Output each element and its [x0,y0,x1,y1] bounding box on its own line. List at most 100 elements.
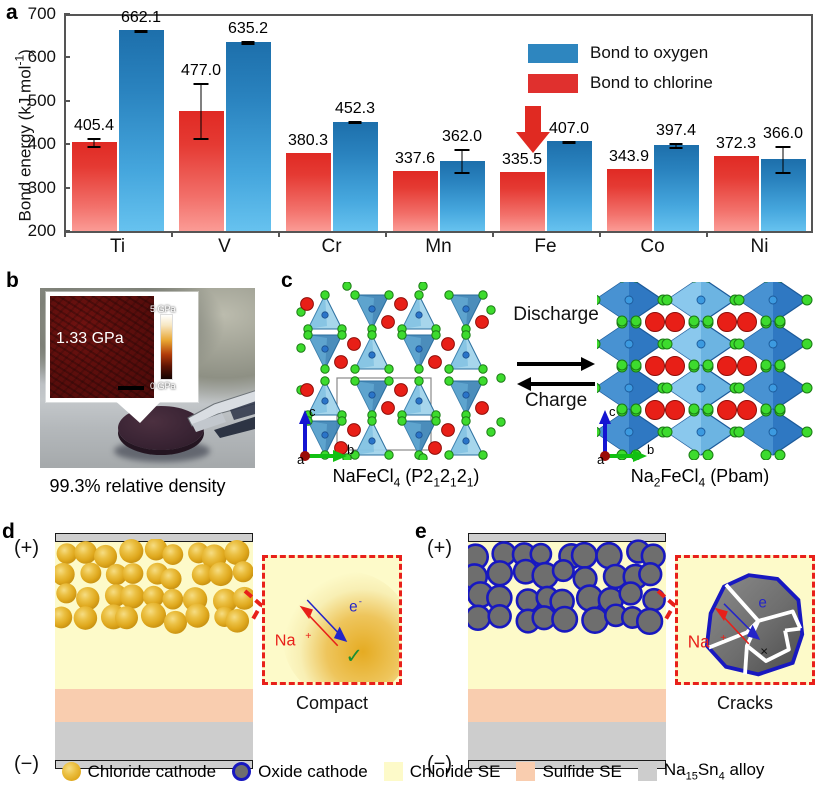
panel-letter-a: a [6,1,18,24]
error-bar-cap [193,83,209,86]
x-tick-mark [278,231,280,237]
y-tick-label: 200 [27,221,56,240]
panel-a-bar-chart: a Bond energy (kJ mol-1) 200 300 400 500 600… [0,0,826,268]
alloy-layer-e [468,722,666,760]
x-tick-label-co: Co [640,236,665,257]
cell-stack-d [55,533,253,769]
y-tick-mark [64,13,70,15]
legend-label-oxide-cathode: Oxide cathode [258,761,368,781]
bar-value-label: 362.0 [441,128,483,146]
chloride-cathode-particles [55,539,253,634]
svg-text:c: c [609,404,616,419]
legend-swatch-alloy [637,761,657,781]
bar-mn-chlorine [392,171,438,231]
caption-nafecl4: NaFeCl4 (P212121) [332,466,480,490]
svg-text:b: b [647,442,654,457]
y-tick-label: 400 [27,134,56,154]
legend-item-chloride-cathode: Chloride cathode [61,762,216,782]
error-bar [461,149,463,172]
alloy-layer-d [55,722,253,760]
pressure-map-image [50,296,154,398]
inset-caption-compact: Compact [295,693,369,713]
x-tick-mark [385,231,387,237]
svg-text:a: a [597,452,605,464]
bar-co-chlorine [606,168,652,231]
y-tick-mark [64,230,70,232]
inset-compact-d: Na + e - ✓ [262,555,402,685]
panel-letter-c: c [281,269,293,292]
bar-cr-oxygen [332,121,378,231]
bar-value-label: 337.6 [394,150,436,168]
x-tick-label-ti: Ti [109,236,126,257]
error-bar [782,146,784,172]
charge-label: Charge [524,390,588,411]
error-bar [675,143,677,148]
y-tick-mark [64,186,70,189]
inset-graphic-d: Na + e - ✓ [265,558,399,682]
current-collector-bottom-e [468,760,666,769]
bar-value-label: 343.9 [608,147,650,165]
y-tick-label: 700 [27,4,56,23]
bar-ti-chlorine [71,141,117,231]
y-tick-label: 300 [27,177,56,197]
current-collector-top-e [468,533,666,542]
bar-value-label: 335.5 [501,151,543,169]
inset-lead-line-e [656,589,677,620]
legend-label-chloride-se: Chloride SE [409,761,501,781]
error-bar-cap [134,29,148,32]
legend-label-alloy: Na15Sn4 alloy [663,760,765,783]
bar-value-label: 477.0 [180,62,222,80]
legend-item-oxygen: Bond to oxygen [528,40,713,66]
bar-value-label: 366.0 [762,125,804,143]
bar-ti-oxygen [118,30,164,231]
error-bar-cap [348,122,362,125]
bar-co-oxygen [653,145,699,231]
legend-item-alloy: Na15Sn4 alloy [637,760,765,783]
legend-item-chloride-se: Chloride SE [383,761,501,782]
y-tick-mark [64,56,70,59]
caption-na2fecl4: Na2FeCl4 (Pbam) [630,466,770,490]
panel-e-oxide-cathode-cell: e (+) (−) [413,515,826,775]
inset-caption-cracks: Cracks [716,693,773,713]
bar-fe-chlorine [499,172,545,231]
figure-legend: Chloride cathode Oxide cathode Chloride SE… [0,750,826,793]
error-bar-cap [134,31,148,34]
bar-value-label: 662.1 [120,8,162,26]
fe-highlight-arrow-icon [516,106,550,153]
panel-letter-b: b [6,269,19,292]
sulfide-se-layer-d [55,689,253,722]
error-bar-cap [454,149,470,152]
error-bar-cap [454,171,470,174]
panel-letter-e: e [415,520,427,543]
panel-b-pellet-photo: b 1.33 GPa 5 GPa 0 GPa 99.3% relative de… [0,268,275,515]
svg-text:Na: Na [688,632,710,652]
error-bar-cap [775,171,791,174]
svg-text:+: + [305,631,311,642]
bar-ni-chlorine [713,156,759,231]
error-bar-cap [241,41,255,44]
panel-d-chloride-cathode-cell: d (+) (−) [0,515,413,775]
y-tick-mark [64,143,70,146]
tweezers-icon [187,390,255,438]
current-collector-bottom-d [55,760,253,769]
x-tick-mark [492,231,494,237]
inset-cracks-e: Na + e × [675,555,815,685]
legend-item-sulfide-se: Sulfide SE [516,762,622,782]
positive-terminal-label-d: (+) [14,537,39,559]
discharge-label: Discharge [513,304,599,325]
axes-indicator-left: c a b [297,404,354,464]
legend-swatch-oxygen [528,43,578,63]
legend-item-chlorine: Bond to chlorine [528,70,713,96]
svg-text:b: b [347,442,354,457]
x-tick-mark [171,231,173,237]
panel-letter-d: d [2,520,15,543]
reaction-arrows-icon [517,357,595,391]
x-tick-label-v: V [218,236,231,257]
error-bar-cap [562,140,576,143]
svg-text:Na: Na [275,632,297,650]
bar-value-label: 405.4 [73,116,115,134]
svg-text:e: e [349,598,357,615]
colorbar-max-label: 5 GPa [150,304,176,314]
inset-pointer-line [112,398,164,423]
bar-value-label: 407.0 [548,119,590,137]
